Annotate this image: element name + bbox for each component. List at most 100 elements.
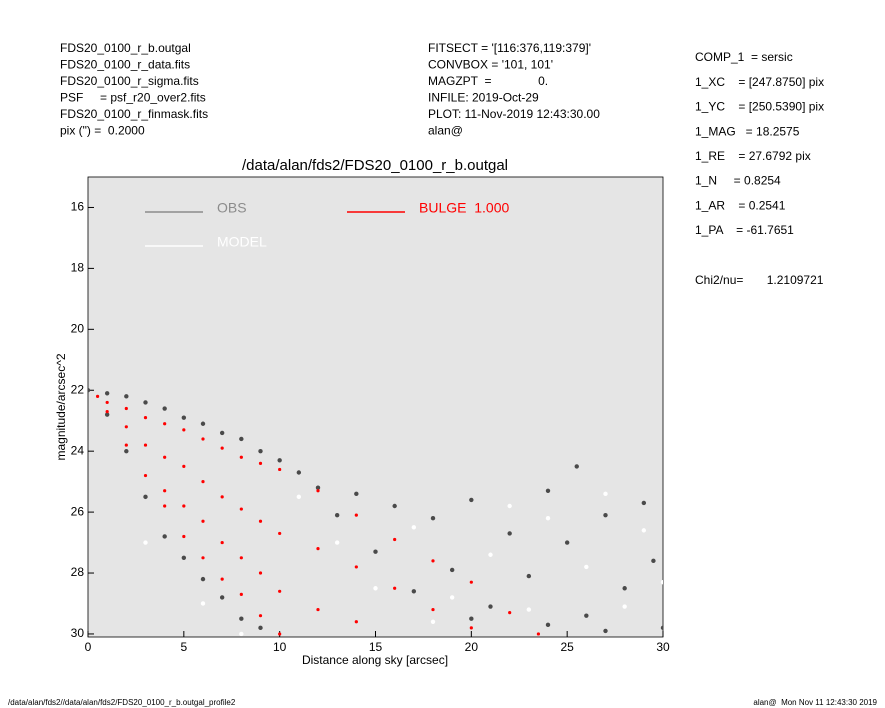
y-tick-label: 18 bbox=[71, 261, 85, 275]
point bbox=[143, 416, 148, 420]
point bbox=[545, 515, 551, 521]
point bbox=[316, 547, 320, 551]
point bbox=[278, 531, 282, 536]
header-line: PSF = psf_r20_over2.fits bbox=[60, 91, 206, 105]
x-tick-label: 5 bbox=[180, 640, 187, 654]
point bbox=[507, 503, 512, 509]
header-line: FDS20_0100_r_sigma.fits bbox=[60, 74, 199, 88]
y-tick-label: 22 bbox=[71, 382, 85, 396]
point bbox=[430, 515, 436, 521]
header-line: alan@ bbox=[428, 124, 463, 138]
point bbox=[124, 394, 129, 399]
point bbox=[526, 607, 532, 612]
point bbox=[393, 586, 397, 590]
point bbox=[488, 552, 493, 557]
point bbox=[104, 412, 110, 417]
point bbox=[182, 504, 186, 508]
y-tick-label: 20 bbox=[71, 321, 85, 335]
point bbox=[354, 620, 358, 624]
point bbox=[641, 500, 647, 506]
x-tick-label: 0 bbox=[85, 640, 92, 654]
point bbox=[219, 595, 225, 600]
point bbox=[105, 400, 109, 405]
point bbox=[334, 512, 340, 518]
point bbox=[392, 503, 397, 509]
point bbox=[162, 406, 167, 411]
point bbox=[278, 632, 282, 636]
point bbox=[239, 556, 243, 560]
point bbox=[258, 614, 263, 618]
point bbox=[143, 494, 148, 500]
point bbox=[545, 622, 551, 628]
y-tick-label: 16 bbox=[71, 200, 85, 214]
footer-right: alan@ Mon Nov 11 12:43:30 2019 bbox=[753, 698, 877, 707]
point bbox=[124, 425, 128, 429]
fit-param: 1_MAG = 18.2575 bbox=[695, 124, 800, 138]
point bbox=[334, 540, 340, 545]
point bbox=[449, 595, 455, 600]
point bbox=[163, 455, 167, 459]
point bbox=[219, 430, 225, 436]
point bbox=[354, 565, 358, 569]
point bbox=[316, 607, 320, 612]
point bbox=[660, 625, 663, 631]
point bbox=[124, 443, 128, 447]
header-line: pix (") = 0.2000 bbox=[60, 124, 145, 138]
header-line: INFILE: 2019-Oct-29 bbox=[428, 91, 539, 105]
point bbox=[163, 504, 167, 508]
point bbox=[641, 528, 647, 533]
point bbox=[622, 604, 627, 609]
header-line: FITSECT = '[116:376,119:379]' bbox=[428, 41, 591, 55]
point bbox=[278, 589, 282, 593]
point bbox=[354, 513, 358, 517]
point bbox=[239, 436, 244, 442]
point bbox=[469, 497, 474, 503]
point bbox=[95, 394, 100, 398]
header-line: FDS20_0100_r_finmask.fits bbox=[60, 107, 208, 121]
point bbox=[181, 555, 187, 560]
point bbox=[508, 611, 512, 615]
point bbox=[431, 607, 435, 612]
point bbox=[220, 540, 224, 545]
point bbox=[220, 495, 224, 499]
point bbox=[220, 577, 224, 581]
point bbox=[296, 494, 302, 500]
y-tick-label: 26 bbox=[71, 504, 85, 518]
point bbox=[104, 391, 110, 396]
point bbox=[584, 564, 589, 570]
chi2: Chi2/nu= 1.2109721 bbox=[695, 273, 824, 287]
x-tick-label: 20 bbox=[465, 640, 479, 654]
x-tick-label: 15 bbox=[369, 640, 383, 654]
point bbox=[315, 485, 321, 490]
point bbox=[373, 586, 378, 591]
point bbox=[622, 586, 627, 591]
point bbox=[507, 531, 512, 536]
point bbox=[258, 448, 263, 454]
point bbox=[574, 464, 579, 469]
point bbox=[200, 421, 206, 426]
y-axis-label: magnitude/arcsec^2 bbox=[54, 353, 68, 460]
point bbox=[239, 507, 243, 511]
points bbox=[88, 388, 663, 637]
point bbox=[182, 464, 186, 469]
point bbox=[449, 567, 455, 573]
point bbox=[603, 512, 608, 518]
point bbox=[411, 589, 417, 594]
point bbox=[239, 631, 244, 637]
point bbox=[584, 613, 589, 618]
fit-param: 1_PA = -61.7651 bbox=[695, 223, 794, 237]
point bbox=[431, 559, 435, 563]
y-tick-label: 24 bbox=[71, 443, 85, 457]
point bbox=[603, 491, 608, 497]
point bbox=[545, 488, 551, 493]
point bbox=[651, 558, 656, 564]
point bbox=[603, 628, 608, 634]
point bbox=[536, 632, 541, 636]
header-line: FDS20_0100_r_b.outgal bbox=[60, 41, 191, 55]
point bbox=[143, 473, 148, 478]
point bbox=[296, 470, 302, 475]
legend-label: MODEL bbox=[217, 234, 267, 250]
x-tick-label: 25 bbox=[560, 640, 574, 654]
fit-param: 1_N = 0.8254 bbox=[695, 174, 781, 188]
header-line: CONVBOX = '101, 101' bbox=[428, 58, 553, 72]
